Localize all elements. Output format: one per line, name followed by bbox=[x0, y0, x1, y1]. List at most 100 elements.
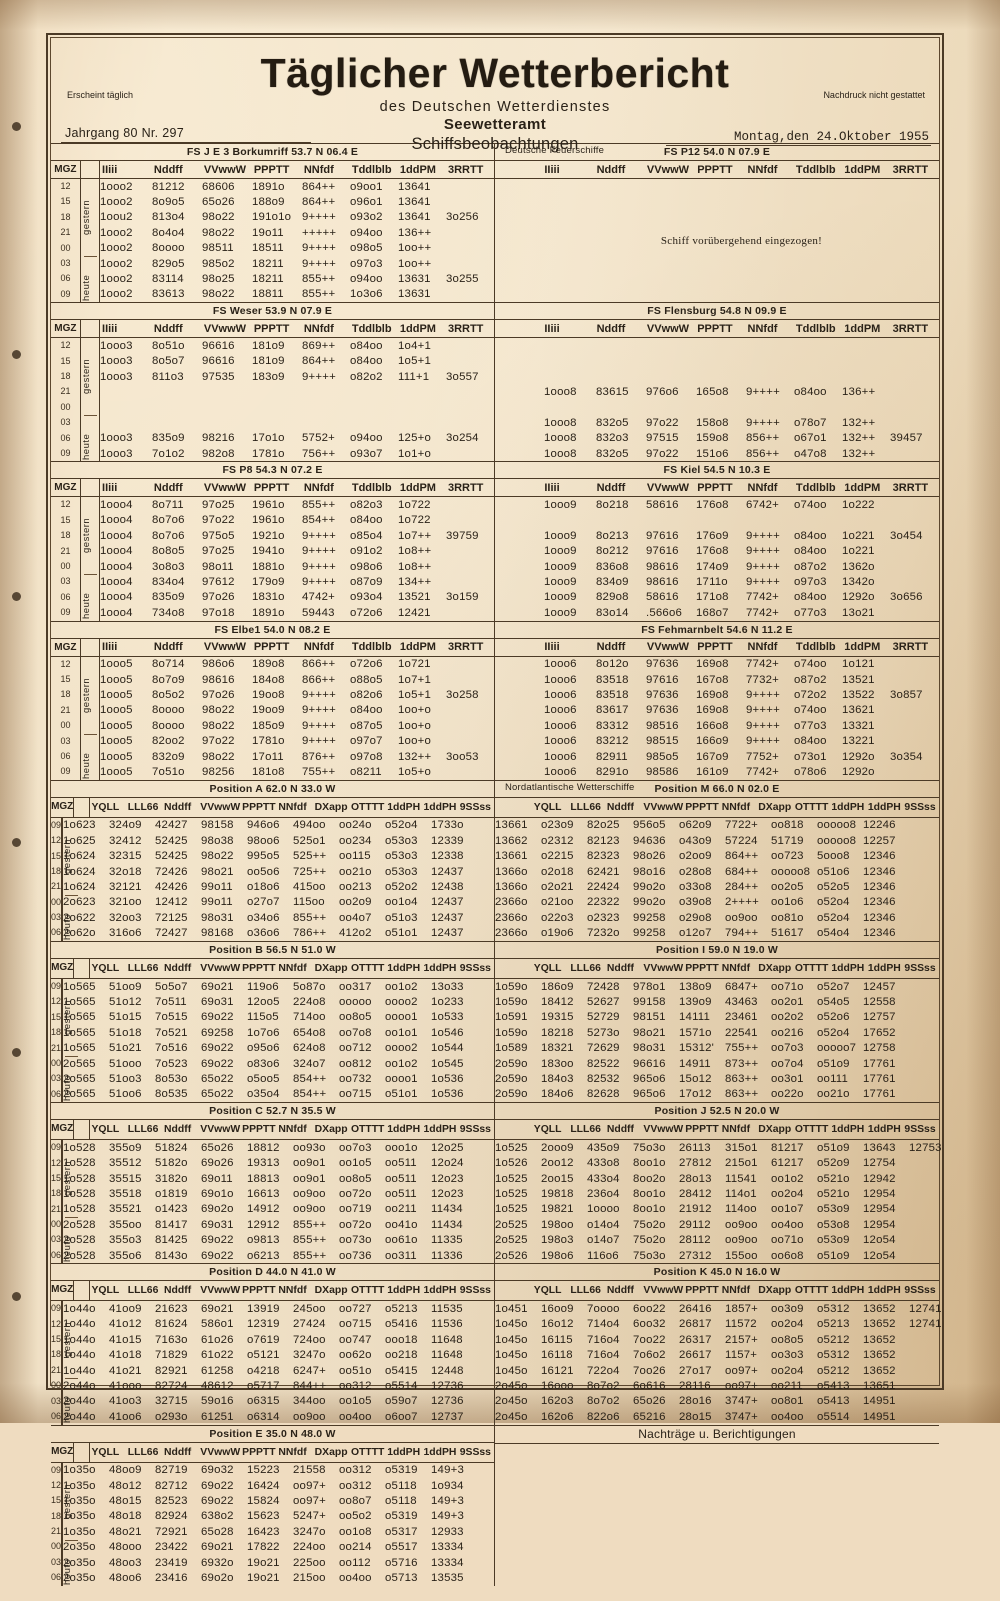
code-group: 1o44o bbox=[63, 1318, 96, 1331]
code-group: 8o714 bbox=[152, 658, 185, 671]
code-group: 75o3o bbox=[633, 1141, 666, 1154]
code-group: 12437 bbox=[431, 911, 464, 924]
code-group: 83212 bbox=[596, 735, 629, 748]
ship-band: Position D 44.0 N 41.0 W MGZ YQLL LLL66 Nddf… bbox=[51, 1263, 941, 1425]
time-label: 18 bbox=[60, 530, 71, 541]
column-header: DXapp bbox=[314, 962, 348, 974]
code-group: 2o526 bbox=[495, 1249, 528, 1262]
time-label: 21 bbox=[51, 1526, 62, 1537]
code-group: 52425 bbox=[155, 834, 188, 847]
code-group: 2o45o bbox=[495, 1379, 528, 1392]
code-group: 19o11 bbox=[252, 226, 284, 239]
code-group: 215o1 bbox=[725, 1157, 758, 1170]
code-group: 8o5o2 bbox=[152, 689, 185, 702]
issue-number: Jahrgang 80 Nr. 297 bbox=[65, 126, 184, 140]
code-group: 21623 bbox=[155, 1303, 188, 1315]
code-group: 12954 bbox=[863, 1218, 896, 1231]
code-group: 13221 bbox=[842, 735, 875, 748]
code-group: 22541 bbox=[725, 1026, 758, 1039]
time-label: 15 bbox=[51, 1495, 62, 1506]
code-group: 81212 bbox=[152, 180, 185, 193]
table-row: 1o528 35512 5182o 69o26 19313 oo9o1 oo1o5 oo511… bbox=[63, 1156, 523, 1171]
day-column: gestern heute bbox=[62, 817, 79, 941]
mgz-header-spacer bbox=[495, 639, 524, 656]
column-header: PPPTT bbox=[253, 163, 290, 176]
table-row: 2o565 51oo3 8o53o 65o22 o5oo5 854++ oo732 oooo1… bbox=[63, 1071, 523, 1086]
code-group: 16115 bbox=[541, 1333, 573, 1346]
code-group: 83613 bbox=[152, 288, 185, 301]
station-title: FS Weser 53.9 N 07.9 E bbox=[212, 305, 333, 318]
code-group: 8o7o9 bbox=[152, 673, 185, 686]
table-row: 2o528 355oo 81417 69o31 12912 855++ oo72o oo41o… bbox=[63, 1217, 523, 1232]
code-group: o98o5 bbox=[350, 242, 383, 255]
code-group: 51o12 bbox=[109, 996, 142, 1009]
code-group: 65216 bbox=[633, 1410, 666, 1423]
header-row: YQLL LLL66 Nddff VVwwW PPPTT NNfdf DXapp OTTTT 1… bbox=[495, 796, 939, 818]
code-group: oo7o8 bbox=[339, 1026, 372, 1039]
code-group: 1o546 bbox=[431, 1026, 464, 1039]
code-group: 97616 bbox=[646, 673, 679, 686]
code-group: 9++++ bbox=[746, 735, 780, 748]
code-group: 19818 bbox=[541, 1187, 574, 1200]
code-group: 834o4 bbox=[152, 576, 185, 589]
code-group: 985o2 bbox=[202, 257, 235, 270]
table-row: 1ooo4 835o9 97o26 1831o 4742+ o93o4 13521 3o159 bbox=[100, 590, 494, 605]
code-group: 12942 bbox=[863, 1172, 896, 1185]
code-group: 3247o bbox=[293, 1525, 326, 1538]
column-header: VVwwW bbox=[200, 801, 241, 813]
code-group: o72o6 bbox=[350, 606, 383, 619]
mgz-header-spacer bbox=[495, 1120, 518, 1139]
code-group: oo511 bbox=[385, 1172, 417, 1185]
column-header: 3RRTT bbox=[447, 322, 484, 335]
code-group: o98o6 bbox=[350, 560, 383, 573]
code-group: 1921o bbox=[252, 529, 285, 542]
code-group: 99o2o bbox=[633, 896, 666, 909]
table-row: 1o35o 48o12 82712 69o22 16424 oo97+ oo312 o5118… bbox=[63, 1478, 523, 1493]
rows-block: 1ooo9 8o218 58616 176o8 6742+ o74oo 1o222 1ooo9… bbox=[495, 497, 939, 620]
time-label: 03 bbox=[51, 912, 62, 923]
code-group: 12257 bbox=[863, 834, 896, 847]
header-spacer bbox=[74, 1281, 90, 1301]
code-group: 114o1 bbox=[725, 1187, 757, 1200]
code-group: 1ooo6 bbox=[544, 750, 577, 763]
table-row: 2o59o 184o3 82532 965o6 15o12 863++ oo3o1 oo111… bbox=[495, 1071, 955, 1086]
code-group: 1292o bbox=[842, 765, 875, 778]
data-column: 1ooo6 8o12o 97636 169o8 7742+ o74oo 1o121 1ooo6… bbox=[544, 657, 939, 780]
time-label: 12 bbox=[60, 181, 71, 191]
code-group: oo715 bbox=[339, 1088, 372, 1101]
code-group: oo732 bbox=[339, 1072, 372, 1085]
code-group: 139o9 bbox=[679, 996, 712, 1009]
code-group: 813o4 bbox=[152, 211, 185, 224]
column-header: 1ddPH bbox=[831, 801, 865, 813]
code-group: 869++ bbox=[302, 339, 336, 352]
day-divider bbox=[65, 1217, 79, 1219]
code-group: 97o26 bbox=[202, 591, 235, 604]
code-group: 155oo bbox=[725, 1249, 758, 1262]
column-header: IIiii bbox=[102, 641, 118, 654]
table-row: 1o44o 41o12 81624 586o1 12319 27424 oo715 o5416… bbox=[63, 1317, 523, 1332]
table-row bbox=[544, 354, 939, 369]
code-group: o94oo bbox=[350, 273, 383, 286]
table-row: 1o565 51o18 7o521 69258 1o7o6 654o8 oo7o8 oo1o1… bbox=[63, 1025, 523, 1040]
column-header: OTTTT bbox=[350, 801, 385, 813]
column-header: Tddlblb bbox=[351, 641, 392, 654]
code-group: 2o528 bbox=[63, 1218, 96, 1231]
code-group: o5713 bbox=[385, 1571, 418, 1584]
column-header: DXapp bbox=[314, 1285, 348, 1297]
data-column: 1ooo8 83615 976o6 165o8 9++++ o84oo 136++ 1ooo8… bbox=[544, 338, 939, 461]
time-label: 21 bbox=[60, 704, 71, 715]
column-header: YQLL bbox=[533, 801, 562, 813]
code-group: 51oo9 bbox=[109, 980, 142, 993]
code-group: 433o4 bbox=[587, 1172, 620, 1185]
code-group: o6315 bbox=[247, 1395, 280, 1408]
code-group: 83518 bbox=[596, 689, 629, 702]
code-group: 81417 bbox=[155, 1218, 188, 1231]
column-header: PPPTT bbox=[697, 322, 733, 335]
time-column: 12 15 18 21 00 03 06 09 bbox=[51, 179, 81, 303]
code-group: 494oo bbox=[293, 819, 326, 832]
code-group: 3247o bbox=[293, 1349, 326, 1362]
code-group: 188o9 bbox=[252, 196, 285, 209]
code-group: 215oo bbox=[293, 1571, 326, 1584]
station-title: Position C 52.7 N 35.5 W bbox=[209, 1105, 336, 1118]
code-group: 16121 bbox=[541, 1364, 574, 1377]
